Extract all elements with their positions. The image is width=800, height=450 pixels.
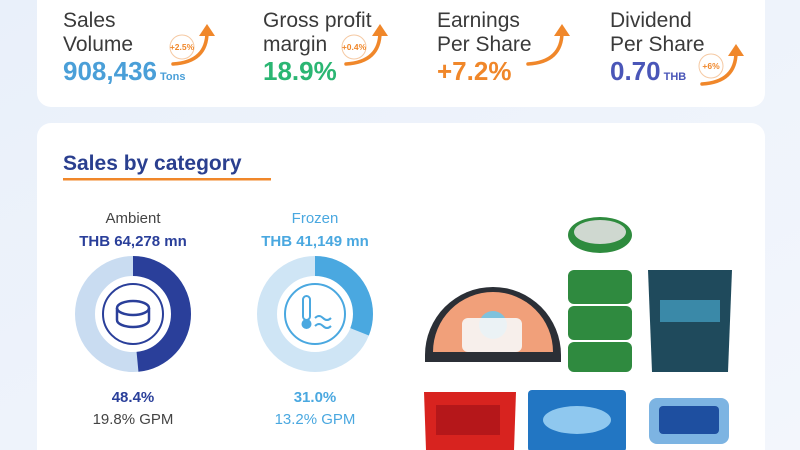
kpi-value: +7.2% (437, 56, 511, 86)
category-gpm: 19.8% GPM (93, 411, 174, 428)
change-badge (698, 53, 724, 79)
category-name: Ambient (105, 210, 161, 227)
category-name: Frozen (292, 210, 339, 227)
kpi-unit: Tons (160, 71, 185, 83)
product-images (424, 217, 732, 450)
growth-arrow-head (554, 24, 570, 36)
wave-icon (314, 315, 332, 329)
kpi-value-line: 0.70 THB (610, 56, 686, 86)
kpi-value-line: +7.2% (437, 56, 511, 86)
can-icon (115, 308, 151, 329)
kpi-value: 908,436 (63, 56, 157, 86)
kpi-card (37, 0, 765, 107)
category-share: 48.4% (112, 389, 155, 406)
growth-arrow-head (728, 44, 744, 56)
kpi-unit: THB (664, 71, 687, 83)
growth-arrow (171, 30, 209, 66)
kpi-label: Dividend (610, 9, 692, 32)
kpi-value-line: 908,436 Tons (63, 56, 185, 86)
kpi-label: Per Share (437, 33, 532, 56)
kpi-value: 18.9% (263, 56, 337, 86)
category-gpm: 13.2% GPM (275, 411, 356, 428)
thermo-icon (301, 319, 312, 329)
donut-arc (75, 256, 191, 372)
kpi-value-line: 18.9% (263, 56, 337, 86)
growth-arrow (344, 30, 382, 66)
kpi-label: Volume (63, 33, 133, 56)
donut-arc (257, 256, 373, 372)
change-text: +2.5% (170, 42, 195, 52)
kpi-label: Sales (63, 9, 116, 32)
category-icon-bg (284, 283, 346, 345)
kpi-label: Per Share (610, 33, 705, 56)
change-text: +0.4% (342, 42, 367, 52)
title-underline (63, 178, 271, 181)
change-badge (341, 34, 367, 60)
kpi-label: Earnings (437, 9, 520, 32)
kpi-label: Gross profit (263, 9, 372, 32)
category-sales: THB 41,149 mn (261, 233, 369, 250)
category-share: 31.0% (294, 389, 337, 406)
growth-arrow (700, 50, 738, 86)
change-badge (169, 34, 195, 60)
section-title: Sales by category (63, 152, 242, 175)
kpi-label: margin (263, 33, 327, 56)
growth-arrow-head (199, 24, 215, 36)
growth-arrow (526, 30, 564, 66)
category-sales: THB 64,278 mn (79, 233, 187, 250)
growth-arrow-head (372, 24, 388, 36)
kpi-value: 0.70 (610, 56, 661, 86)
change-text: +6% (702, 61, 720, 71)
